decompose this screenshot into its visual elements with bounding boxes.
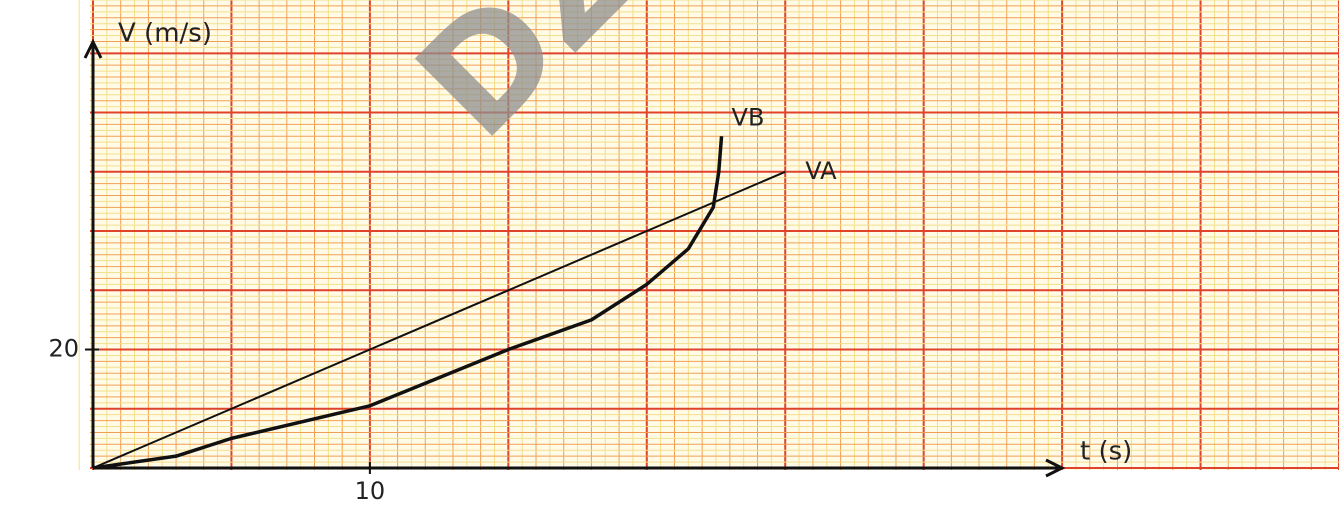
x-axis-label: t (s)	[1080, 437, 1132, 467]
chart: DZL V (m/s) t (s) 1020VAVB	[0, 0, 1339, 506]
y-axis-label: V (m/s)	[118, 19, 212, 49]
page: {"chart_data": {"type": "line", "waterma…	[0, 0, 1339, 506]
x-tick-label: 10	[355, 477, 386, 505]
series-label: VB	[732, 103, 765, 131]
y-tick-label: 20	[48, 335, 79, 363]
graph-paper	[90, 0, 1339, 470]
series-label: VA	[805, 157, 837, 185]
